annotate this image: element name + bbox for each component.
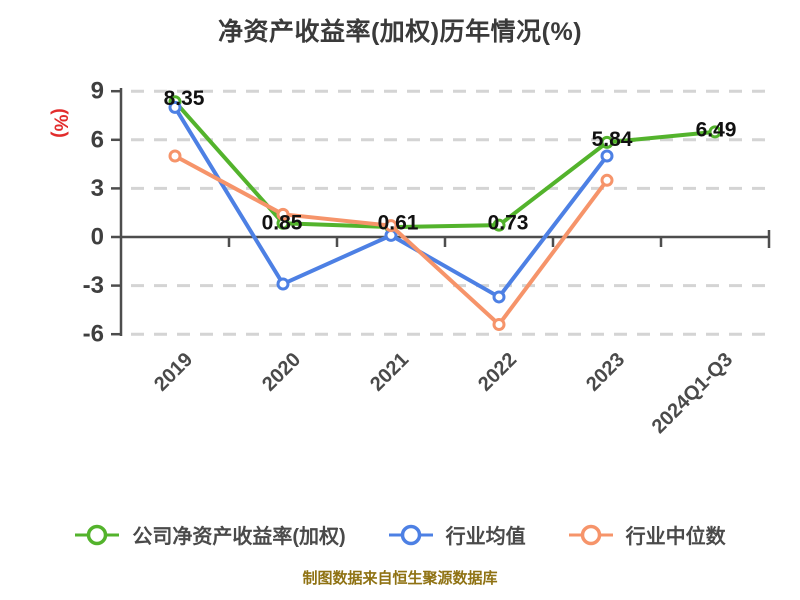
data-source-footnote: 制图数据来自恒生聚源数据库 [302, 570, 498, 587]
data-label-2019: 8.35 [164, 87, 205, 110]
y-tick-label-9: 9 [91, 78, 104, 105]
data-label-2023: 5.84 [592, 128, 633, 151]
y-tick-label-6: 6 [91, 126, 104, 153]
series-1-marker-2023 [600, 149, 614, 163]
y-tick-label--6: -6 [83, 321, 104, 348]
legend-label-company-roe: 公司净资产收益率(加权) [132, 526, 346, 548]
x-tick-label-2020: 2020 [258, 349, 305, 396]
chart-title: 净资产收益率(加权)历年情况(%) [217, 18, 583, 46]
series-1-marker-2020 [276, 277, 290, 291]
legend-marker-company-roe-icon [75, 524, 120, 545]
x-tick-label-2022: 2022 [474, 349, 521, 396]
legend-label-industry-mean: 行业均值 [445, 526, 526, 548]
series-1-marker-2019 [168, 100, 182, 114]
x-tick-label-2024Q1-Q3: 2024Q1-Q3 [648, 349, 737, 438]
y-axis-unit-label: (%) [50, 108, 71, 138]
x-tick-label-2023: 2023 [582, 349, 629, 396]
series-2-marker-2019 [168, 149, 182, 163]
legend-label-industry-median: 行业中位数 [625, 526, 726, 548]
series-2-marker-2022 [492, 317, 506, 331]
y-tick-label-3: 3 [91, 175, 104, 202]
line-chart-plot-area: (%) 9 6 3 0 -3 -6 2019 2020 2021 2022 2023 2024Q1-Q… [50, 78, 771, 438]
series-line-0 [173, 99, 717, 230]
data-label-2020: 0.85 [262, 212, 303, 235]
legend-marker-industry-median-icon [568, 524, 613, 545]
y-tick-label--3: -3 [83, 272, 104, 299]
x-tick-label-2021: 2021 [366, 349, 413, 396]
series-2-marker-2020 [276, 207, 290, 221]
series-0-marker-2024Q1-Q3 [708, 125, 722, 139]
legend-item-industry-mean[interactable]: 行业均值 [388, 520, 526, 549]
y-tick-label-0: 0 [91, 224, 104, 251]
chart-legend: 公司净资产收益率(加权) 行业均值 行业中位数 [0, 520, 800, 549]
legend-item-company-roe[interactable]: 公司净资产收益率(加权) [74, 520, 346, 549]
x-tick-label-2019: 2019 [150, 349, 197, 396]
data-label-2024Q1-Q3: 6.49 [696, 118, 737, 141]
series-0-marker-2022 [492, 218, 506, 232]
legend-marker-industry-mean-icon [388, 524, 433, 545]
series-0-marker-2023 [600, 135, 614, 149]
series-2-marker-2023 [600, 173, 614, 187]
series-2-marker-2021 [384, 219, 398, 233]
series-1-marker-2022 [492, 290, 506, 304]
legend-item-industry-median[interactable]: 行业中位数 [568, 520, 726, 549]
data-label-2022: 0.73 [488, 212, 529, 235]
data-label-2021: 0.61 [378, 212, 419, 235]
